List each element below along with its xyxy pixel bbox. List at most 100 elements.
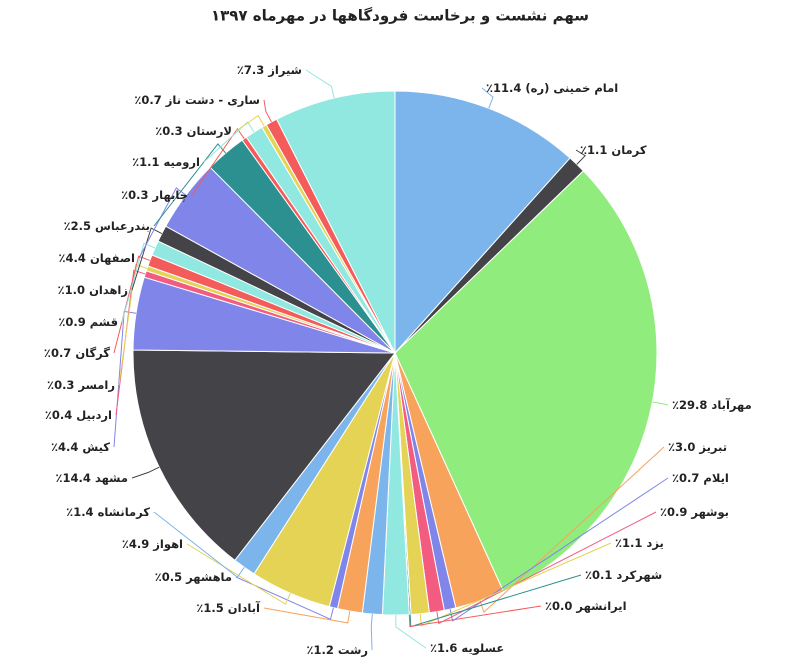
pie-slice [394, 90, 571, 355]
slice-value: 1.4٪ [66, 505, 93, 519]
connector [153, 511, 245, 578]
slice-label: آبادان 1.5٪ [196, 601, 261, 615]
slice-label: ایرانشهر 0.0٪ [545, 599, 627, 613]
slice-label: شیراز 7.3٪ [237, 63, 302, 77]
slice-name: ایرانشهر [575, 599, 626, 613]
slice-value: 0.1٪ [585, 568, 612, 582]
slice-label: یزد 1.1٪ [615, 536, 664, 550]
slice-label: چابهار 0.3٪ [121, 188, 188, 202]
connector [131, 466, 160, 479]
slice-label: بوشهر 0.9٪ [660, 505, 729, 520]
slice-value: 0.9٪ [58, 315, 85, 329]
slice-value: 0.4٪ [45, 408, 72, 422]
slice-name: ایلام [703, 471, 728, 485]
slice-name: شهرکرد [616, 568, 662, 582]
connector [652, 401, 669, 406]
connector [263, 99, 272, 123]
connector [419, 542, 612, 627]
slice-name: ساری - دشت ناز [165, 93, 260, 107]
slice-label: قشم 0.9٪ [58, 315, 118, 329]
slice-name: رامسر [77, 378, 115, 392]
connector [203, 121, 255, 163]
slice-label: ساری - دشت ناز 0.7٪ [134, 93, 260, 107]
slice-label: شهرکرد 0.1٪ [585, 568, 662, 582]
slice-name: کیش [82, 440, 110, 454]
slice-value: 4.4٪ [51, 440, 78, 454]
slice-label: بندرعباس 2.5٪ [64, 219, 150, 233]
slice-name: یزد [646, 536, 663, 550]
slice-name: عسلویه [461, 641, 504, 656]
slice-label: کیش 4.4٪ [51, 440, 110, 454]
connector [131, 227, 163, 291]
slice-name: آبادان [228, 601, 261, 615]
slice-name: مشهد [95, 471, 128, 485]
slice-value: 0.5٪ [155, 570, 182, 584]
slice-label: گرگان 0.7٪ [44, 346, 110, 360]
slice-value: 4.4٪ [59, 251, 86, 265]
slice-label: مشهد 14.4٪ [56, 471, 128, 485]
connector [305, 69, 335, 99]
slice-label: زاهدان 1.0٪ [58, 283, 128, 297]
slice-name: لارستان [187, 124, 232, 138]
slice-name: قشم [90, 315, 118, 329]
slice-name: زاهدان [89, 283, 128, 297]
slice-value: 1.0٪ [58, 283, 85, 297]
slice-value: 0.7٪ [134, 93, 161, 107]
slice-name: گرگان [75, 346, 110, 360]
slice-value: 0.7٪ [672, 471, 699, 485]
slice-name: ماهشهر [185, 570, 232, 584]
slice-value: 0.3٪ [155, 124, 182, 138]
slice-label: لارستان 0.3٪ [155, 124, 232, 138]
slice-name: اهواز [152, 537, 183, 552]
slice-label: ایلام 0.7٪ [672, 471, 729, 485]
slice-value: 7.3٪ [237, 63, 264, 77]
slice-label: تبریز 3.0٪ [668, 440, 727, 454]
slice-value: 0.3٪ [47, 378, 74, 392]
connector [575, 149, 586, 165]
connector [395, 614, 427, 649]
slice-name: شیراز [267, 63, 302, 77]
slice-label: اردبیل 0.4٪ [45, 408, 112, 422]
connector [138, 187, 187, 259]
slice-name: رشت [338, 643, 368, 657]
connector [370, 613, 373, 651]
connector [263, 607, 351, 624]
slice-name: کرمان [611, 143, 646, 157]
connector [436, 511, 657, 625]
slice-value: 0.9٪ [660, 505, 687, 519]
slice-name: امام خمینی (ره) [525, 81, 618, 95]
connector [191, 127, 245, 196]
slice-label: ارومیه 1.1٪ [132, 155, 200, 170]
slice-value: 1.2٪ [306, 643, 333, 657]
slice-value: 0.3٪ [121, 188, 148, 202]
connector [118, 263, 148, 386]
connector [481, 87, 494, 109]
slice-value: 4.9٪ [122, 537, 149, 551]
slice-value: 2.5٪ [64, 219, 91, 233]
slice-name: ارومیه [164, 155, 201, 170]
connector [479, 446, 665, 614]
slice-label: کرمان 1.1٪ [580, 143, 647, 157]
slice-label: رشت 1.2٪ [306, 643, 368, 657]
slice-value: 1.5٪ [196, 601, 223, 615]
slice-value: 11.4٪ [486, 81, 521, 95]
slice-label: مهرآباد 29.8٪ [672, 398, 752, 412]
connector [113, 310, 137, 448]
slice-label: رامسر 0.3٪ [47, 378, 115, 392]
connector [408, 605, 542, 628]
pie-slice [132, 349, 397, 562]
slice-label: اصفهان 4.4٪ [59, 251, 135, 265]
slice-value: 1.1٪ [615, 536, 642, 550]
slice-value: 1.6٪ [430, 641, 457, 655]
slice-label: ماهشهر 0.5٪ [155, 570, 232, 584]
slice-value: 1.1٪ [580, 143, 607, 157]
slice-name: بندرعباس [95, 219, 150, 233]
slice-name: چابهار [152, 188, 188, 202]
slice-name: مهرآباد [711, 398, 751, 412]
slice-value: 29.8٪ [672, 398, 707, 412]
slice-value: 14.4٪ [56, 471, 91, 485]
slice-label: کرمانشاه 1.4٪ [66, 505, 150, 519]
connector [121, 242, 156, 323]
pie-slice [276, 90, 396, 354]
